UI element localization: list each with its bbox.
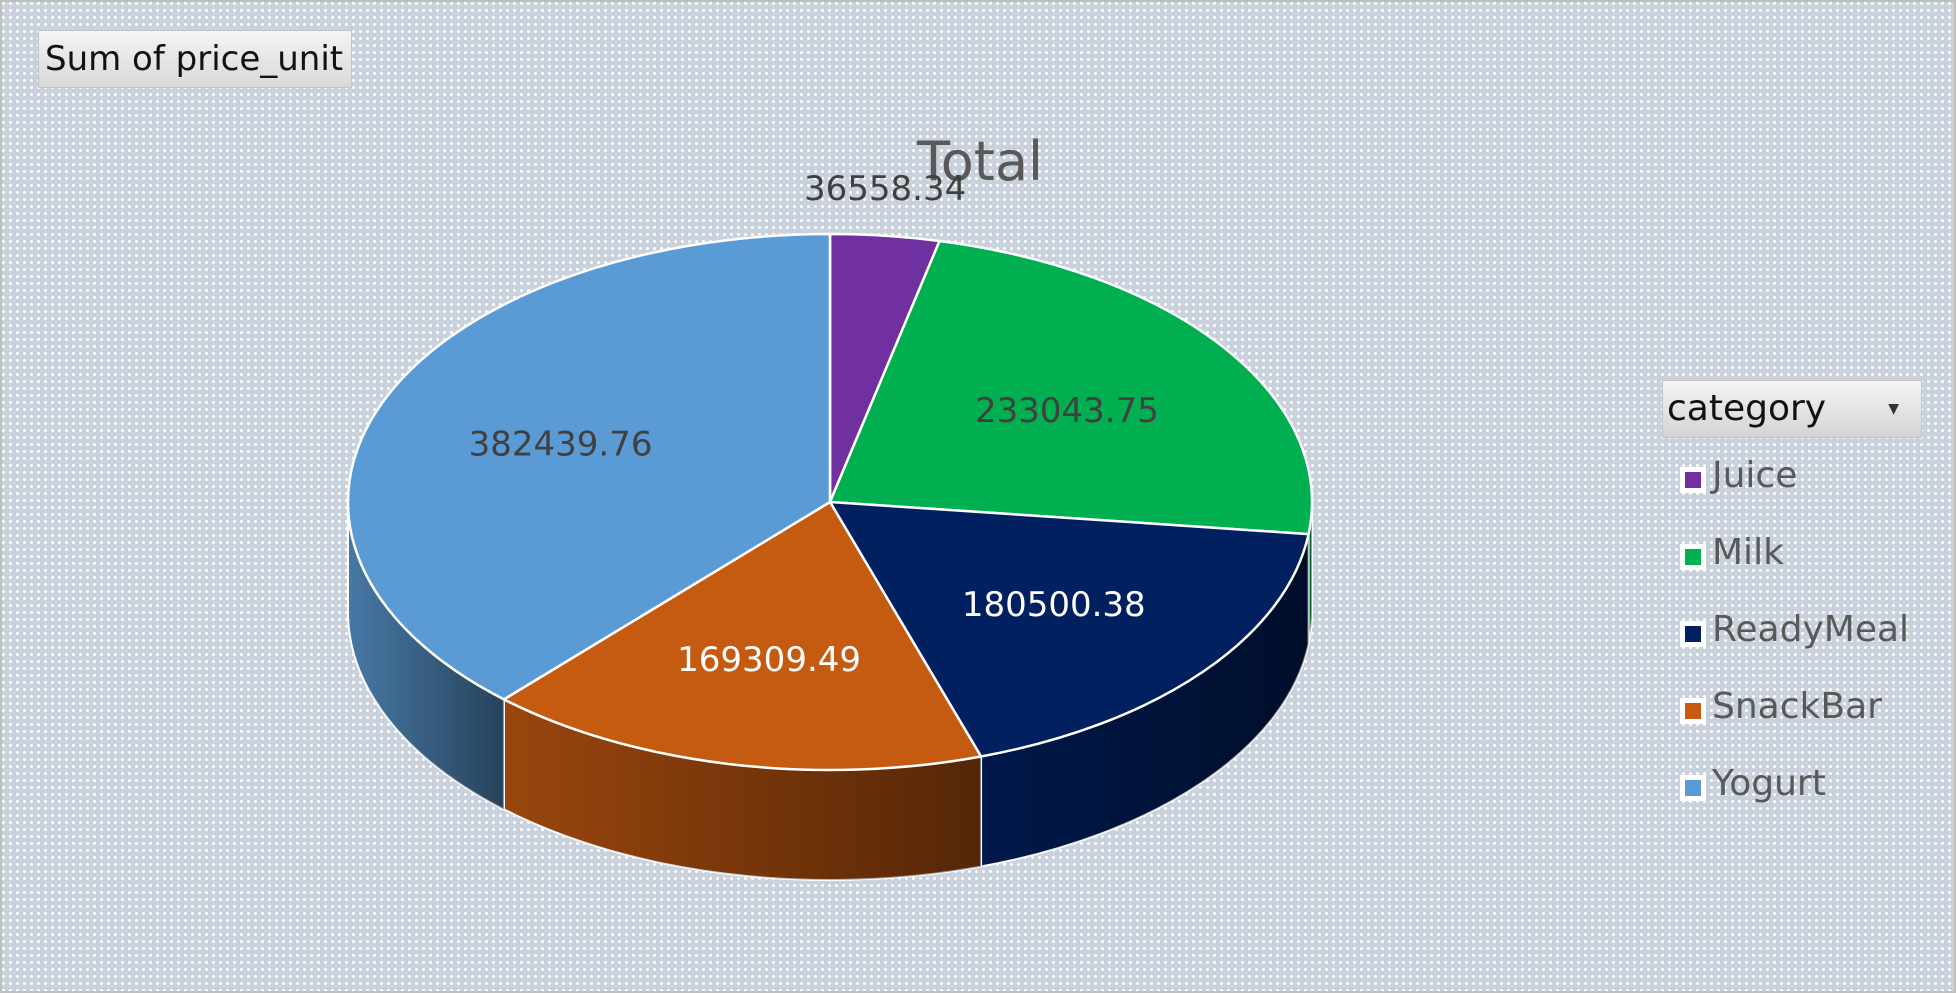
category-filter-label: category xyxy=(1667,388,1827,429)
legend-label: ReadyMeal xyxy=(1712,609,1910,650)
data-label-juice: 36558.34 xyxy=(804,169,966,209)
chart-title: Total xyxy=(916,130,1044,193)
legend-swatch xyxy=(1680,621,1706,647)
pie-slice-snackbar[interactable] xyxy=(502,500,983,772)
pie-slice-milk[interactable] xyxy=(828,239,1314,536)
legend-swatch xyxy=(1680,544,1706,570)
pie-side-shade xyxy=(348,502,504,810)
chevron-down-icon[interactable]: ▼ xyxy=(1888,401,1899,417)
pie-slice-readymeal[interactable] xyxy=(828,500,1310,758)
legend-label: Yogurt xyxy=(1712,763,1826,804)
legend-label: Juice xyxy=(1712,455,1798,496)
data-label-yogurt: 382439.76 xyxy=(469,425,653,465)
legend-label: Milk xyxy=(1712,532,1784,573)
legend-label: SnackBar xyxy=(1712,686,1882,727)
legend-swatch xyxy=(1680,775,1706,801)
category-filter-button[interactable]: category ▼ xyxy=(1662,380,1922,438)
data-label-readymeal: 180500.38 xyxy=(962,585,1146,625)
pie-slice-yogurt[interactable] xyxy=(346,232,832,701)
data-label-milk: 233043.75 xyxy=(975,391,1159,431)
data-label-snackbar: 169309.49 xyxy=(677,640,861,680)
value-field-button[interactable]: Sum of price_unit xyxy=(38,30,352,88)
legend-swatch xyxy=(1680,467,1706,493)
pie-side-shade xyxy=(981,534,1309,867)
legend-swatch xyxy=(1680,698,1706,724)
